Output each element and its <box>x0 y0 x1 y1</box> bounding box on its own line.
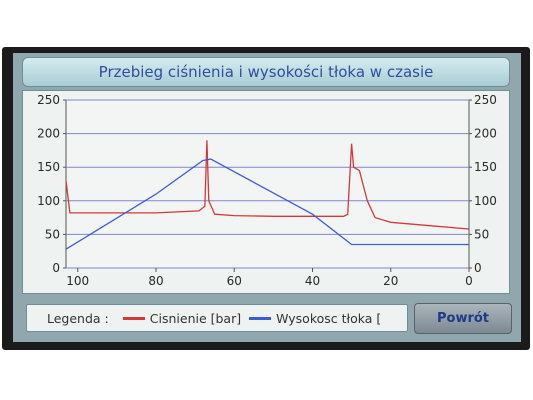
title-text: Przebieg ciśnienia i wysokości tłoka w c… <box>98 63 434 81</box>
y-tick-label-left: 250 <box>37 93 60 107</box>
legend-text-height: Wysokosc tłoka [ <box>276 310 382 326</box>
legend-item-pressure: Cisnienie [bar] <box>122 310 242 326</box>
x-tick-label: 0 <box>465 274 473 288</box>
legend-item-height: Wysokosc tłoka [ <box>249 311 381 326</box>
x-tick-label: 40 <box>305 274 320 288</box>
y-tick-label-right: 100 <box>474 194 497 208</box>
x-tick-label: 60 <box>227 274 242 288</box>
x-tick-label: 100 <box>66 274 89 288</box>
y-tick-label-left: 150 <box>37 160 60 174</box>
window-title: Przebieg ciśnienia i wysokości tłoka w c… <box>22 57 510 87</box>
y-tick-label-left: 50 <box>45 227 60 241</box>
series-line-height <box>65 158 469 250</box>
legend-swatch-height <box>249 316 272 320</box>
back-button[interactable]: Powrót <box>414 303 512 334</box>
y-tick-label-right: 0 <box>474 261 482 275</box>
y-tick-label-right: 200 <box>474 127 497 141</box>
back-button-label: Powrót <box>436 311 490 326</box>
y-tick-label-left: 0 <box>52 261 60 275</box>
y-tick-label-left: 200 <box>37 127 60 141</box>
legend-text-pressure: Cisnienie [bar] <box>149 310 242 326</box>
y-tick-label-right: 50 <box>474 227 489 241</box>
y-tick-label-right: 250 <box>474 93 497 107</box>
series-line-pressure <box>65 140 470 230</box>
legend-swatch-pressure <box>122 316 145 320</box>
x-tick-label: 20 <box>383 274 398 288</box>
legend-label: Legenda : <box>47 310 109 326</box>
plot-area <box>65 99 470 269</box>
legend-bar: Legenda : Cisnienie [bar] Wysokosc tłoka… <box>26 304 408 332</box>
y-tick-label-right: 150 <box>474 160 497 174</box>
y-tick-label-left: 100 <box>37 194 60 208</box>
x-tick-label: 80 <box>148 274 163 288</box>
